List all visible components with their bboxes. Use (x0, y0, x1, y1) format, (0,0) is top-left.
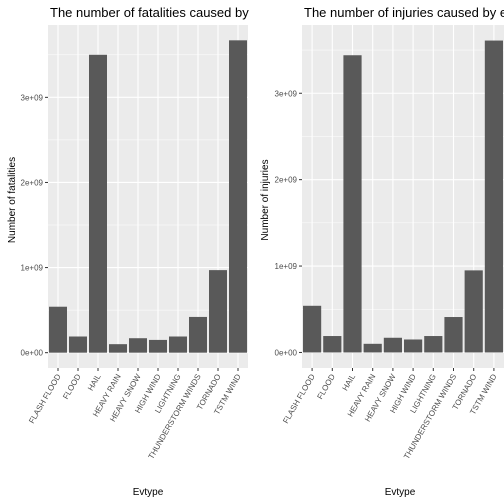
fatalities-bar-tstm-wind (229, 40, 247, 353)
fatalities-x-tick-label: HAIL (86, 372, 103, 392)
injuries-y-axis-title: Number of injuries (260, 159, 271, 240)
fatalities-chart-title: The number of fatalities caused by (50, 5, 249, 20)
injuries-bar-flash-flood (303, 305, 322, 353)
fatalities-bar-high-wind (149, 339, 167, 353)
fatalities-y-axis-title: Number of fatalities (7, 157, 18, 243)
fatalities-bar-thunderstorm-winds (189, 316, 207, 353)
injuries-bar-tstm-wind (484, 40, 503, 353)
injuries-bar-thunderstorm-winds (444, 317, 463, 353)
fatalities-x-axis-title: Evtype (133, 487, 164, 498)
injuries-chart: The number of injuries caused by e 0e+00… (260, 5, 504, 498)
injuries-bars (303, 40, 503, 353)
fatalities-bar-tornado (209, 270, 227, 353)
injuries-bar-heavy-snow (383, 337, 402, 353)
injuries-bar-flood (323, 336, 342, 353)
fatalities-bar-heavy-snow (129, 338, 147, 353)
injuries-bar-tornado (464, 270, 483, 353)
fatalities-y-axis: 0e+00 1e+09 2e+09 3e+09 (21, 93, 48, 358)
fatalities-bars (49, 40, 247, 353)
injuries-x-tick-label: HAIL (341, 372, 358, 392)
fatalities-chart: The number of fatalities caused by 0e+00… (7, 5, 249, 498)
injuries-chart-title: The number of injuries caused by e (304, 5, 504, 20)
injuries-y-tick-label: 0e+00 (275, 348, 298, 357)
injuries-x-tick-label: FLOOD (315, 372, 337, 401)
injuries-y-tick-label: 2e+09 (275, 176, 298, 185)
fatalities-bar-hail (89, 54, 107, 353)
fatalities-bar-flash-flood (49, 306, 67, 353)
fatalities-bar-heavy-rain (109, 344, 127, 353)
injuries-y-tick-label: 3e+09 (275, 89, 298, 98)
injuries-x-tick-label: FLASH FLOOD (281, 372, 317, 425)
injuries-y-tick-label: 1e+09 (275, 262, 298, 271)
fatalities-y-tick-label: 3e+09 (21, 93, 44, 102)
fatalities-bar-lightning (169, 336, 187, 353)
fatalities-y-tick-label: 1e+09 (21, 264, 44, 273)
fatalities-bar-flood (69, 336, 87, 353)
fatalities-y-tick-label: 0e+00 (21, 349, 44, 358)
fatalities-x-tick-label: FLASH FLOOD (27, 372, 63, 425)
injuries-bar-hail (343, 55, 362, 353)
fatalities-x-tick-label: FLOOD (61, 372, 83, 401)
injuries-bar-lightning (424, 336, 443, 353)
injuries-bar-heavy-rain (363, 343, 382, 353)
injuries-y-axis: 0e+00 1e+09 2e+09 3e+09 (275, 89, 302, 357)
injuries-bar-high-wind (404, 339, 423, 353)
fatalities-y-tick-label: 2e+09 (21, 178, 44, 187)
injuries-x-axis-title: Evtype (385, 487, 416, 498)
